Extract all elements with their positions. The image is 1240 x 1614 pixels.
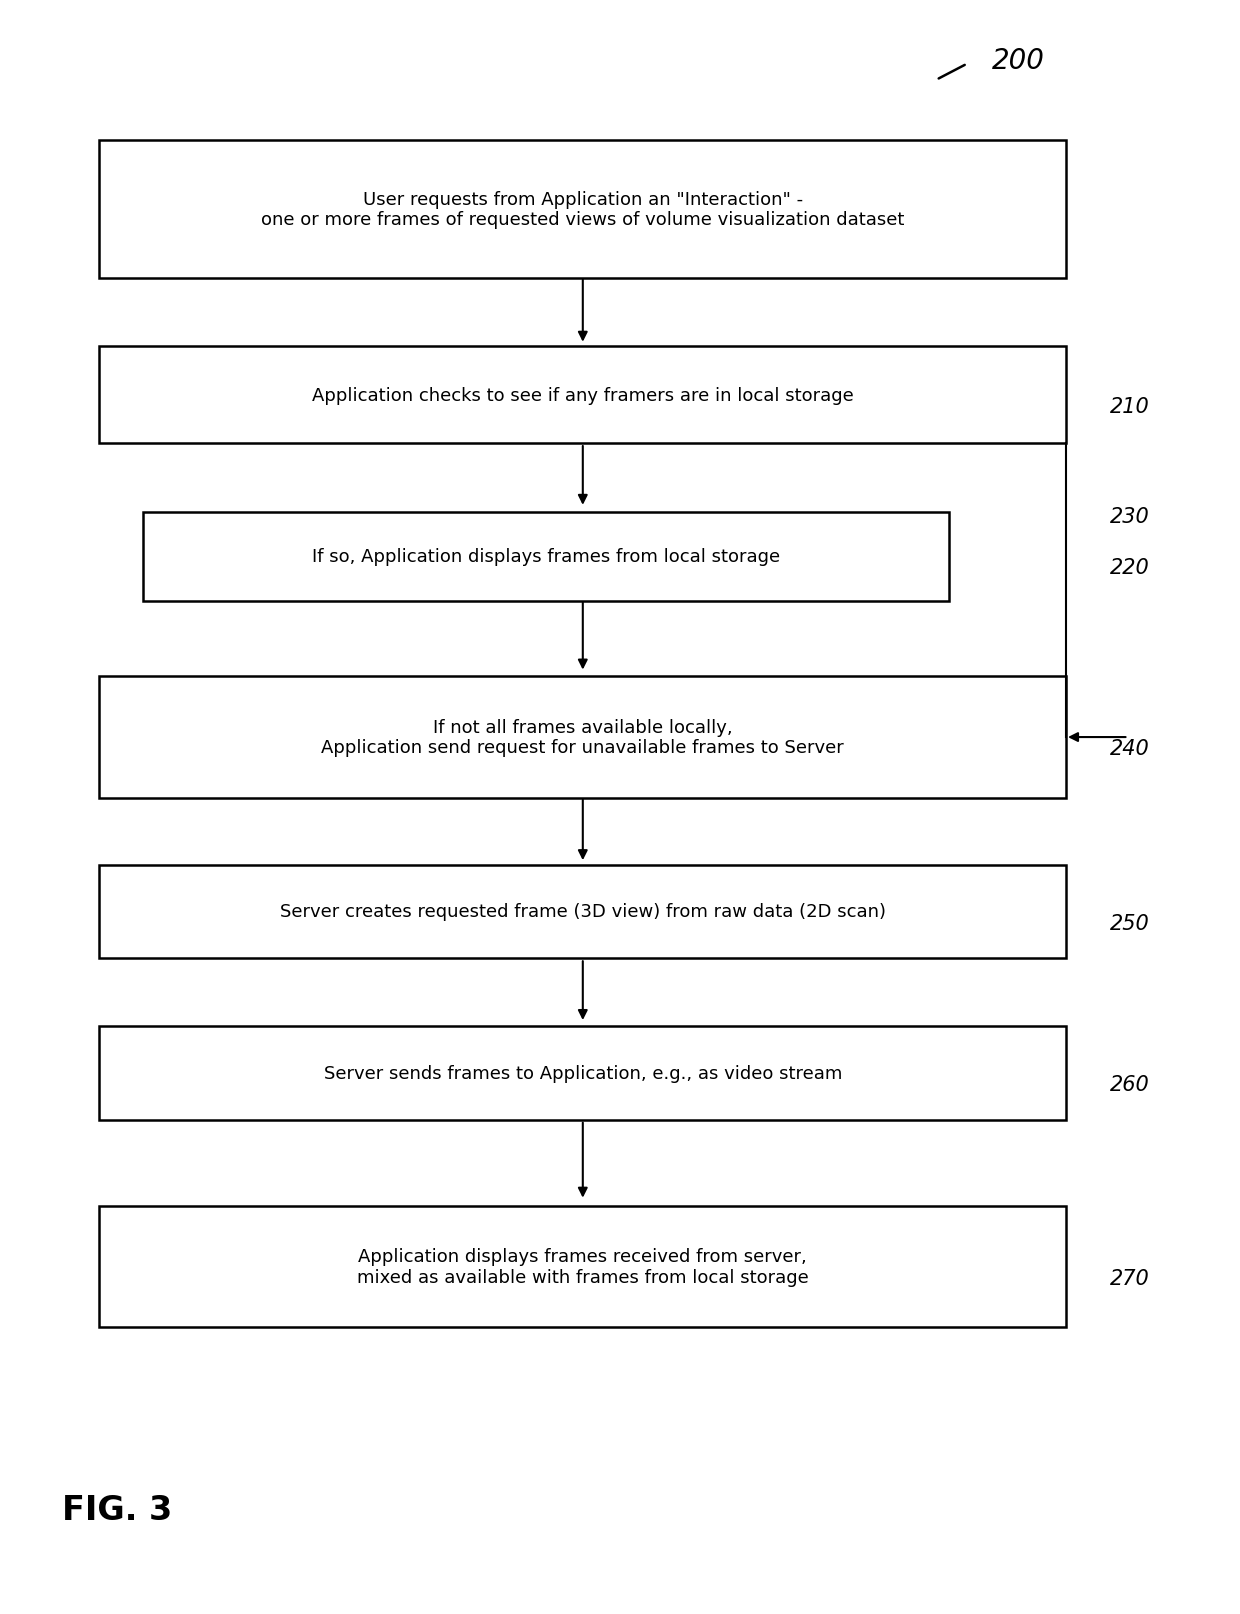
FancyBboxPatch shape bbox=[99, 1207, 1066, 1327]
Text: Server sends frames to Application, e.g., as video stream: Server sends frames to Application, e.g.… bbox=[324, 1064, 842, 1083]
Text: User requests from Application an "Interaction" -
one or more frames of requeste: User requests from Application an "Inter… bbox=[262, 190, 904, 229]
FancyBboxPatch shape bbox=[99, 1027, 1066, 1120]
Text: 270: 270 bbox=[1110, 1269, 1149, 1288]
Text: 250: 250 bbox=[1110, 914, 1149, 933]
Text: 220: 220 bbox=[1110, 558, 1149, 578]
Text: 260: 260 bbox=[1110, 1075, 1149, 1094]
Text: FIG. 3: FIG. 3 bbox=[62, 1493, 172, 1525]
FancyBboxPatch shape bbox=[99, 865, 1066, 959]
Text: 200: 200 bbox=[992, 47, 1045, 76]
Text: Application checks to see if any framers are in local storage: Application checks to see if any framers… bbox=[312, 386, 853, 405]
Text: Application displays frames received from server,
mixed as available with frames: Application displays frames received fro… bbox=[357, 1248, 808, 1286]
Text: 210: 210 bbox=[1110, 397, 1149, 416]
FancyBboxPatch shape bbox=[99, 678, 1066, 799]
FancyBboxPatch shape bbox=[143, 513, 949, 602]
Text: 230: 230 bbox=[1110, 507, 1149, 526]
FancyBboxPatch shape bbox=[99, 347, 1066, 444]
Text: If so, Application displays frames from local storage: If so, Application displays frames from … bbox=[311, 547, 780, 567]
Text: If not all frames available locally,
Application send request for unavailable fr: If not all frames available locally, App… bbox=[321, 718, 844, 757]
Text: 240: 240 bbox=[1110, 739, 1149, 759]
FancyBboxPatch shape bbox=[99, 142, 1066, 278]
Text: Server creates requested frame (3D view) from raw data (2D scan): Server creates requested frame (3D view)… bbox=[280, 902, 885, 922]
